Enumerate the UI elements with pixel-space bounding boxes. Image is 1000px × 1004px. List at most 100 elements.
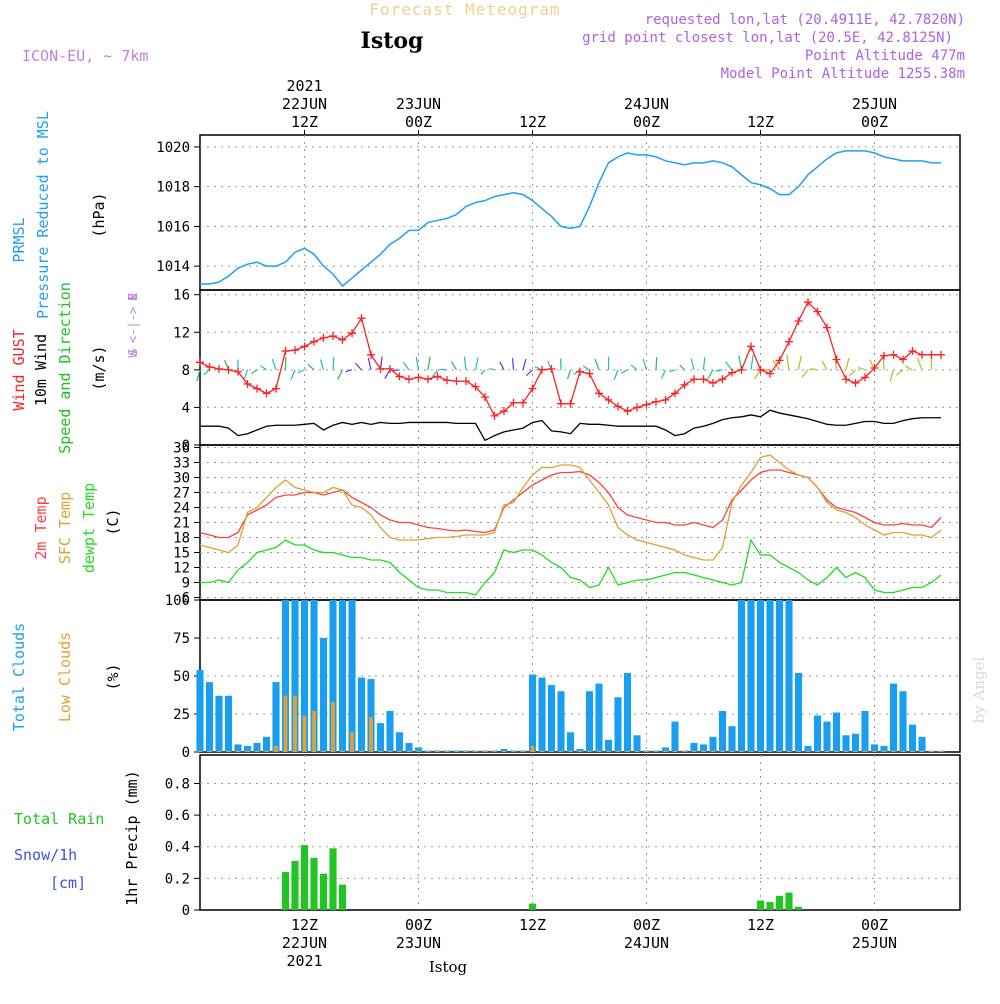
gust-marker (462, 377, 470, 385)
gust-marker (529, 385, 537, 393)
gust-marker (557, 400, 565, 408)
rain-bar (339, 885, 346, 910)
low-cloud-bar (683, 751, 687, 752)
clouds-ytick-label: 25 (173, 707, 190, 723)
total-cloud-bar (405, 743, 412, 752)
wind-ylabel-10m: 10m Wind (32, 334, 50, 406)
pressure-ylabel-1: PRMSL (10, 217, 28, 262)
low-cloud-bar (464, 751, 468, 752)
wind-direction-arrow (489, 369, 494, 370)
temperature-ytick-label: 36 (173, 441, 190, 457)
gust-marker (719, 375, 727, 383)
top-time-label: 12Z (291, 113, 318, 131)
wind-ytick-label: 16 (173, 288, 190, 304)
gust-marker (928, 351, 936, 359)
clouds-ytick-label: 100 (165, 593, 190, 609)
gust-marker (747, 342, 755, 350)
wind-direction-arrow (368, 358, 371, 370)
pressure-ytick-label: 1020 (156, 140, 190, 156)
total-cloud-bar (320, 638, 327, 752)
total-cloud-bar (348, 600, 355, 752)
total-cloud-bar (633, 735, 640, 752)
wind-direction-arrow (751, 355, 753, 370)
precip-ytick-label: 0.8 (165, 776, 190, 792)
gust-marker (358, 314, 366, 322)
top-time-label: 23JUN (396, 95, 441, 113)
compass-s: S (126, 348, 140, 355)
temp-2m-line (200, 470, 941, 538)
wind-direction-arrow (822, 361, 827, 370)
gust-marker (367, 351, 375, 359)
wind-direction-arrow (385, 370, 390, 379)
wind-direction-arrow (754, 370, 760, 379)
wind-ytick-label: 8 (182, 363, 190, 379)
bottom-time-label: 2021 (286, 952, 322, 970)
low-cloud-bar (721, 751, 725, 752)
gust-marker (890, 351, 898, 359)
low-cloud-bar (398, 751, 402, 752)
wind-direction-arrow (403, 362, 409, 370)
total-cloud-bar (567, 732, 574, 752)
total-cloud-bar (586, 691, 593, 752)
total-cloud-bar (624, 673, 631, 752)
bottom-time-label: 00Z (633, 916, 660, 934)
rain-bar (757, 901, 764, 910)
low-cloud-bar (569, 751, 573, 752)
gust-marker (757, 366, 765, 374)
bottom-time-label: 25JUN (852, 934, 897, 952)
wind-direction-arrow (451, 361, 456, 370)
low-cloud-bar (664, 751, 668, 752)
gust-marker (852, 379, 860, 387)
low-cloud-bar (227, 751, 231, 752)
gust-marker (918, 351, 926, 359)
low-cloud-bar (597, 751, 601, 752)
low-cloud-bar (474, 751, 478, 752)
pressure-unit: (hPa) (90, 192, 108, 237)
low-cloud-bar (787, 751, 791, 752)
low-cloud-bar (350, 732, 354, 752)
point-altitude: Point Altitude 477m (805, 48, 965, 64)
precip-ylabel: 1hr Precip (mm) (123, 770, 141, 905)
wind-direction-arrow (251, 370, 257, 374)
temp-ylabel-dewpt: dewpt Temp (80, 483, 98, 573)
gust-marker (937, 351, 945, 359)
gust-marker (282, 347, 290, 355)
precip-legend-rain: Total Rain (14, 810, 104, 828)
gust-marker (491, 412, 499, 420)
wind-direction-arrow (333, 357, 334, 370)
low-cloud-bar (388, 751, 392, 752)
low-cloud-bar (607, 751, 611, 752)
gust-marker (263, 389, 271, 397)
low-cloud-bar (417, 751, 421, 752)
low-cloud-bar (246, 751, 250, 752)
gust-marker (700, 375, 708, 383)
low-cloud-bar (274, 746, 278, 752)
wind-direction-arrow (614, 370, 618, 380)
top-time-label: 25JUN (852, 95, 897, 113)
wind-direction-arrow (896, 370, 903, 375)
temp-ylabel-2m: 2m Temp (32, 496, 50, 559)
wind-direction-arrow (393, 370, 400, 371)
gust-marker (728, 369, 736, 377)
gust-marker (291, 346, 299, 354)
low-cloud-bar (531, 746, 535, 752)
low-cloud-bar (654, 751, 658, 752)
compass-we: W <-|-> E (126, 292, 140, 357)
low-cloud-bar (835, 751, 839, 752)
low-cloud-bar (578, 751, 582, 752)
gust-marker (586, 370, 594, 378)
wind-unit: (m/s) (90, 345, 108, 390)
watermark: by Angel (970, 656, 988, 723)
temperature-ytick-label: 15 (173, 546, 190, 562)
gust-marker (377, 365, 385, 373)
total-cloud-bar (529, 674, 536, 752)
pressure-frame (200, 135, 960, 290)
low-cloud-bar (911, 751, 915, 752)
temperature-ytick-label: 12 (173, 561, 190, 577)
pressure-line (200, 151, 941, 286)
rain-bar (785, 893, 792, 910)
gust-marker (823, 324, 831, 332)
temp-unit: (C) (104, 508, 122, 535)
gust-marker (795, 317, 803, 325)
gust-marker (576, 368, 584, 376)
